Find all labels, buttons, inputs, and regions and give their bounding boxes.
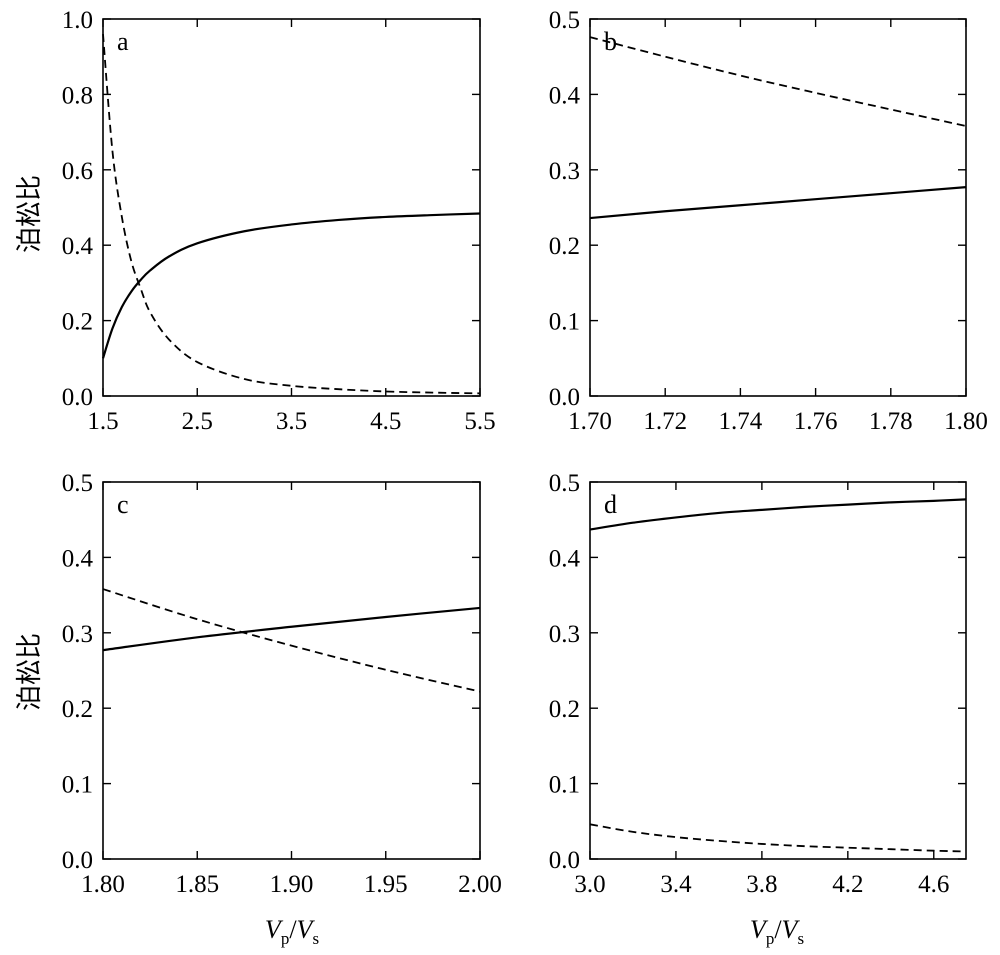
x-tick-label: 1.74 [719,408,763,435]
x-tick-label: 1.80 [81,871,125,898]
y-axis-title-bottom: 泊松比 [15,633,45,711]
series-line-dashed [102,588,481,693]
y-tick-label: 1.0 [62,7,93,34]
x-tick-label: 1.90 [270,871,314,898]
y-tick-label: 0.8 [62,82,93,109]
series-line-dashed [589,36,967,127]
y-tick-label: 0.3 [62,621,93,648]
series-line-solid [589,186,967,220]
y-tick-label: 0.4 [62,233,94,260]
series-line-dashed [102,34,481,395]
x-tick-label: 1.95 [364,871,408,898]
x-tick-label: 3.8 [746,871,777,898]
x-tick-label: 1.85 [175,871,219,898]
x-tick-label: 1.76 [794,408,838,435]
x-tick-label: 1.70 [568,408,612,435]
y-tick-label: 0.3 [549,158,580,185]
panel-c: 1.80 1.85 1.90 1.95 2.00 0.0 0.1 0.2 0.3 0.4 0.5 c [62,470,502,898]
x-tick-label: 5.5 [464,408,495,435]
x-tick-label: 3.5 [276,408,307,435]
x-axis-title-right: Vp/Vs [750,915,804,948]
y-tick-label: 0.5 [549,470,580,497]
panels: 1.5 2.5 3.5 4.5 5.50.00.20.40.60.81.0a1.70 1.… [62,7,988,898]
y-tick-label: 0.3 [549,621,580,648]
x-tick-label: 3.0 [574,871,605,898]
x-tick-label: 1.72 [643,408,687,435]
plot-frame [102,18,481,397]
x-tick-label: 3.4 [660,871,692,898]
panel-label: b [604,27,617,56]
svg-text:泊松比: 泊松比 [15,175,45,253]
panel-label: c [117,490,129,519]
y-tick-label: 0.5 [549,7,580,34]
plot-frame [589,481,967,860]
series-line-dashed [589,823,967,853]
y-axis-title-top: 泊松比 [15,175,45,253]
y-tick-label: 0.2 [549,696,580,723]
x-tick-label: 1.5 [87,408,118,435]
y-tick-label: 0.1 [549,772,580,799]
plot-frame [589,18,967,397]
svg-text:泊松比: 泊松比 [15,633,45,711]
panel-label: a [117,27,129,56]
series-line-solid [101,212,481,359]
y-tick-label: 0.0 [549,384,580,411]
panel-d: 3.0 3.4 3.8 4.2 4.6 0.0 0.1 0.2 0.3 0.4 0.5 d [549,470,967,898]
y-tick-label: 0.1 [549,309,580,336]
y-tick-label: 0.4 [549,82,581,109]
x-tick-label: 4.5 [370,408,401,435]
x-tick-label: 1.80 [944,408,988,435]
y-tick-label: 0.1 [62,772,93,799]
x-tick-label: 4.2 [832,871,863,898]
plot-frame [102,481,481,860]
y-tick-label: 0.6 [62,158,93,185]
panel-label: d [604,490,617,519]
y-tick-label: 0.0 [62,384,93,411]
x-axis-title-left: Vp/Vs [265,915,319,948]
y-tick-label: 0.2 [62,696,93,723]
x-tick-label: 2.5 [182,408,213,435]
series-line-solid [589,498,967,531]
y-tick-label: 0.0 [549,847,580,874]
y-tick-label: 0.2 [62,309,93,336]
y-tick-label: 0.5 [62,470,93,497]
panel-a: 1.5 2.5 3.5 4.5 5.5 0.0 0.2 0.4 0.6 0.8 1.0 a [62,7,496,435]
panel-b: 1.70 1.72 1.74 1.76 1.78 1.80 0.0 0.1 0.2 0.3 0.4 0… [549,7,988,435]
y-tick-label: 0.4 [549,545,581,572]
series-line-solid [102,606,481,652]
x-tick-label: 2.00 [458,871,502,898]
y-tick-label: 0.4 [62,545,94,572]
y-tick-label: 0.0 [62,847,93,874]
x-tick-label: 4.6 [918,871,949,898]
y-tick-label: 0.2 [549,233,580,260]
x-tick-label: 1.78 [869,408,913,435]
